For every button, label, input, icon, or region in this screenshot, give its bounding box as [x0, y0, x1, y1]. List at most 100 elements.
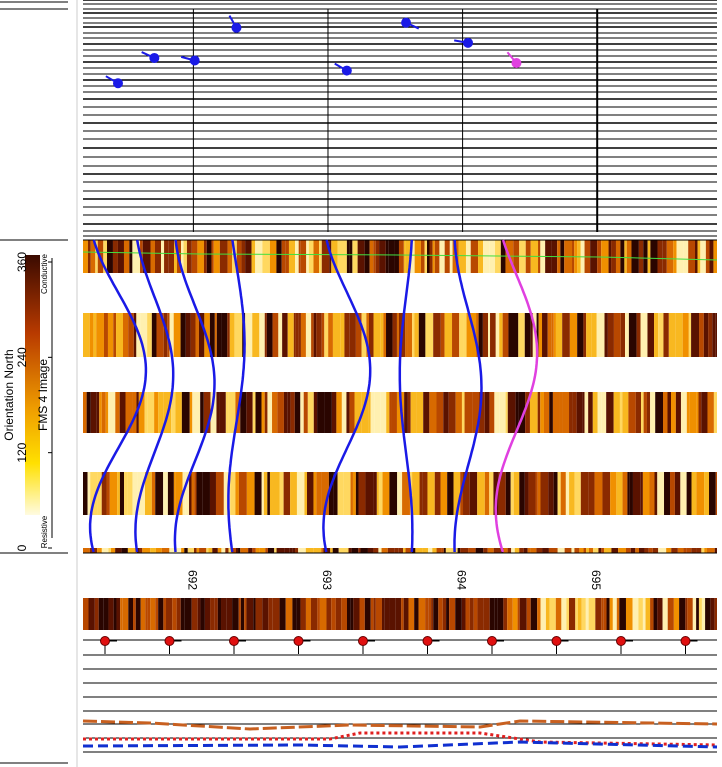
image-strip: [648, 548, 653, 553]
image-strip: [358, 548, 361, 553]
image-strip: [700, 240, 706, 273]
depth-label: 693: [320, 570, 334, 590]
image-strip: [340, 313, 345, 357]
image-strip: [202, 472, 210, 515]
image-strip: [707, 392, 714, 433]
image-strip: [113, 313, 117, 357]
image-strip: [252, 392, 256, 433]
image-strip: [176, 598, 181, 630]
image-strip: [103, 240, 108, 273]
image-strip: [335, 598, 342, 630]
image-strip: [310, 598, 318, 630]
image-strip: [142, 548, 151, 553]
image-strip: [440, 313, 445, 357]
image-strip: [307, 472, 314, 515]
image-strip: [452, 313, 460, 357]
image-strip: [240, 548, 249, 553]
image-strip: [701, 548, 705, 553]
conductive-label: Conductive: [40, 253, 49, 294]
image-strip: [326, 598, 332, 630]
image-strip: [106, 472, 110, 515]
image-strip: [89, 313, 94, 357]
image-strip: [360, 548, 368, 553]
image-strip: [638, 548, 645, 553]
image-strip: [625, 313, 629, 357]
image-strip: [289, 548, 293, 553]
image-strip: [296, 472, 305, 515]
image-strip: [346, 548, 349, 553]
orientation-label: Orientation North: [2, 349, 16, 440]
image-strip: [293, 313, 296, 357]
image-strip: [381, 598, 385, 630]
image-strip: [703, 313, 709, 357]
image-strip: [366, 313, 369, 357]
image-strip: [713, 392, 717, 433]
image-strip: [688, 240, 696, 273]
image-strip: [424, 240, 428, 273]
image-strip: [219, 240, 228, 273]
image-strip: [204, 598, 211, 630]
image-strip: [524, 313, 531, 357]
image-strip: [519, 472, 525, 515]
image-strip: [163, 472, 168, 515]
image-strip: [699, 313, 704, 357]
image-strip: [629, 472, 633, 515]
image-strip: [200, 598, 205, 630]
image-strip: [615, 240, 621, 273]
image-strip: [368, 392, 371, 433]
image-strip: [677, 548, 684, 553]
image-strip: [606, 392, 614, 433]
image-strip: [398, 240, 404, 273]
image-strip: [298, 313, 301, 357]
image-strip: [396, 313, 399, 357]
image-strip: [542, 313, 548, 357]
image-strip: [448, 392, 456, 433]
image-strip: [147, 313, 152, 357]
image-strip: [313, 392, 318, 433]
image-strip: [441, 548, 444, 553]
image-strip: [527, 548, 531, 553]
image-strip: [112, 240, 118, 273]
image-strip: [384, 598, 390, 630]
image-strip: [251, 240, 256, 273]
image-strip: [246, 598, 254, 630]
image-strip: [598, 548, 602, 553]
image-strip: [267, 548, 275, 553]
image-strip: [540, 472, 549, 515]
image-strip: [640, 313, 648, 357]
image-strip: [553, 313, 556, 357]
image-strip: [641, 392, 644, 433]
image-strip: [124, 472, 128, 515]
tadpole: [149, 52, 160, 63]
image-strip: [478, 313, 483, 357]
image-strip: [697, 240, 701, 273]
image-strip: [408, 598, 415, 630]
image-strip: [515, 392, 519, 433]
image-strip: [358, 472, 366, 515]
image-strip: [686, 392, 690, 433]
image-strip: [287, 392, 291, 433]
image-strip: [603, 598, 607, 630]
image-strip: [689, 392, 697, 433]
image-strip: [147, 392, 155, 433]
image-strip: [643, 240, 648, 273]
image-strip: [313, 472, 317, 515]
image-strip: [395, 598, 402, 630]
marker: [487, 636, 497, 646]
image-strip: [180, 313, 186, 357]
image-strip: [663, 313, 669, 357]
image-strip: [283, 392, 288, 433]
image-strip: [412, 472, 420, 515]
image-strip: [191, 598, 198, 630]
image-strip: [238, 598, 241, 630]
image-strip: [512, 598, 518, 630]
image-strip: [477, 472, 485, 515]
image-strip: [674, 472, 681, 515]
image-strip: [161, 548, 170, 553]
image-strip: [168, 240, 175, 273]
image-strip: [288, 240, 296, 273]
image-strip: [537, 472, 541, 515]
image-strip: [642, 472, 650, 515]
image-strip: [609, 598, 613, 630]
